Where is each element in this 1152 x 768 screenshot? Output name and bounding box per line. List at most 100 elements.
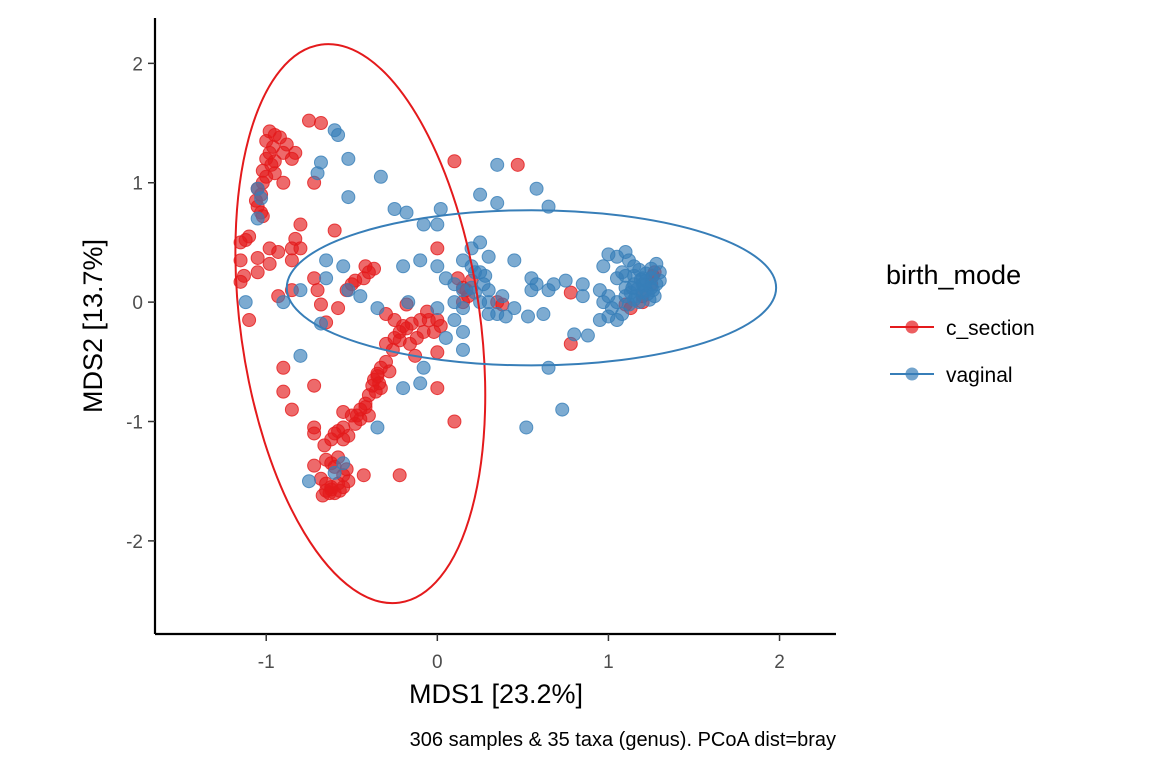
legend-label-vaginal: vaginal — [946, 364, 1013, 387]
data-point-c-section — [367, 261, 382, 276]
data-point-vaginal — [490, 196, 505, 211]
data-point-vaginal — [341, 151, 356, 166]
chart-caption: 306 samples & 35 taxa (genus). PCoA dist… — [410, 729, 836, 751]
data-point-vaginal — [473, 187, 488, 202]
series-vaginal-points — [238, 123, 667, 489]
data-point-c-section — [250, 250, 265, 265]
data-point-vaginal — [399, 205, 414, 220]
data-points — [233, 113, 667, 503]
axes: -1 0 1 2 -2 -1 0 1 2 — [126, 18, 836, 673]
data-point-vaginal — [575, 277, 590, 292]
data-point-vaginal — [370, 420, 385, 435]
data-point-vaginal — [580, 328, 595, 343]
data-point-vaginal — [455, 324, 470, 339]
data-point-c-section — [310, 283, 325, 298]
data-point-vaginal — [519, 420, 534, 435]
data-point-vaginal — [430, 217, 445, 232]
data-point-vaginal — [331, 127, 346, 142]
data-point-c-section — [276, 360, 291, 375]
legend-item-c-section: c_section — [890, 317, 1035, 340]
data-point-c-section — [313, 297, 328, 312]
data-point-vaginal — [430, 301, 445, 316]
data-point-vaginal — [336, 259, 351, 274]
x-tick-label: -1 — [258, 652, 275, 673]
data-point-vaginal — [652, 273, 667, 288]
data-point-c-section — [392, 333, 407, 348]
data-point-vaginal — [524, 283, 539, 298]
series-c-section-points — [233, 113, 662, 503]
data-point-c-section — [358, 400, 373, 415]
data-point-vaginal — [558, 273, 573, 288]
data-point-vaginal — [507, 301, 522, 316]
data-point-vaginal — [238, 295, 253, 310]
ellipse-vaginal — [285, 209, 778, 367]
data-point-vaginal — [615, 307, 630, 322]
data-point-vaginal — [567, 327, 582, 342]
legend-item-vaginal: vaginal — [890, 364, 1013, 387]
data-point-c-section — [276, 175, 291, 190]
data-point-vaginal — [396, 381, 411, 396]
data-point-vaginal — [555, 402, 570, 417]
data-point-c-section — [262, 256, 277, 271]
data-point-vaginal — [301, 474, 316, 489]
data-point-vaginal — [341, 190, 356, 205]
data-point-vaginal — [250, 211, 265, 226]
data-point-vaginal — [438, 330, 453, 345]
data-point-vaginal — [521, 309, 536, 324]
data-point-vaginal — [481, 295, 496, 310]
x-tick-label: 2 — [774, 652, 785, 673]
data-point-c-section — [284, 253, 299, 268]
data-point-vaginal — [575, 289, 590, 304]
data-point-c-section — [356, 468, 371, 483]
y-axis-ticks: -2 -1 0 1 2 — [126, 54, 155, 553]
data-point-vaginal — [293, 283, 308, 298]
data-point-c-section — [370, 369, 385, 384]
data-point-vaginal — [596, 259, 611, 274]
data-point-vaginal — [507, 253, 522, 268]
data-point-vaginal — [416, 360, 431, 375]
data-point-c-section — [276, 384, 291, 399]
data-point-vaginal — [490, 157, 505, 172]
y-tick-label: 1 — [132, 174, 143, 195]
data-point-vaginal — [498, 309, 513, 324]
data-point-c-section — [307, 426, 322, 441]
data-point-vaginal — [481, 249, 496, 264]
data-point-vaginal — [413, 376, 428, 391]
data-point-c-section — [301, 113, 316, 128]
y-tick-label: -1 — [126, 413, 143, 434]
data-point-vaginal — [416, 217, 431, 232]
legend-key-dot-vaginal — [905, 367, 919, 381]
data-point-vaginal — [336, 456, 351, 471]
data-point-vaginal — [310, 166, 325, 181]
data-point-vaginal — [495, 289, 510, 304]
data-point-vaginal — [529, 181, 544, 196]
data-point-vaginal — [592, 283, 607, 298]
x-axis-title: MDS1 [23.2%] — [409, 679, 583, 709]
data-point-vaginal — [319, 253, 334, 268]
y-tick-label: 2 — [132, 54, 143, 75]
legend-title: birth_mode — [886, 260, 1021, 290]
data-point-vaginal — [373, 169, 388, 184]
data-point-c-section — [250, 265, 265, 280]
legend: birth_mode c_section vaginal — [886, 260, 1035, 387]
data-point-c-section — [293, 217, 308, 232]
data-point-c-section — [327, 223, 342, 238]
confidence-ellipses — [234, 43, 778, 605]
data-point-vaginal — [546, 277, 561, 292]
x-tick-label: 0 — [432, 652, 443, 673]
data-point-vaginal — [327, 465, 342, 480]
legend-label-c-section: c_section — [946, 317, 1035, 340]
data-point-vaginal — [353, 289, 368, 304]
data-point-vaginal — [536, 307, 551, 322]
data-point-vaginal — [592, 313, 607, 328]
data-point-c-section — [430, 381, 445, 396]
data-point-vaginal — [476, 277, 491, 292]
data-point-vaginal — [319, 271, 334, 286]
data-point-vaginal — [396, 259, 411, 274]
data-point-vaginal — [413, 253, 428, 268]
legend-key-dot-c-section — [905, 320, 919, 334]
ellipse-c-section — [234, 43, 487, 605]
data-point-vaginal — [455, 342, 470, 357]
y-axis-title: MDS2 [13.7%] — [78, 239, 108, 413]
